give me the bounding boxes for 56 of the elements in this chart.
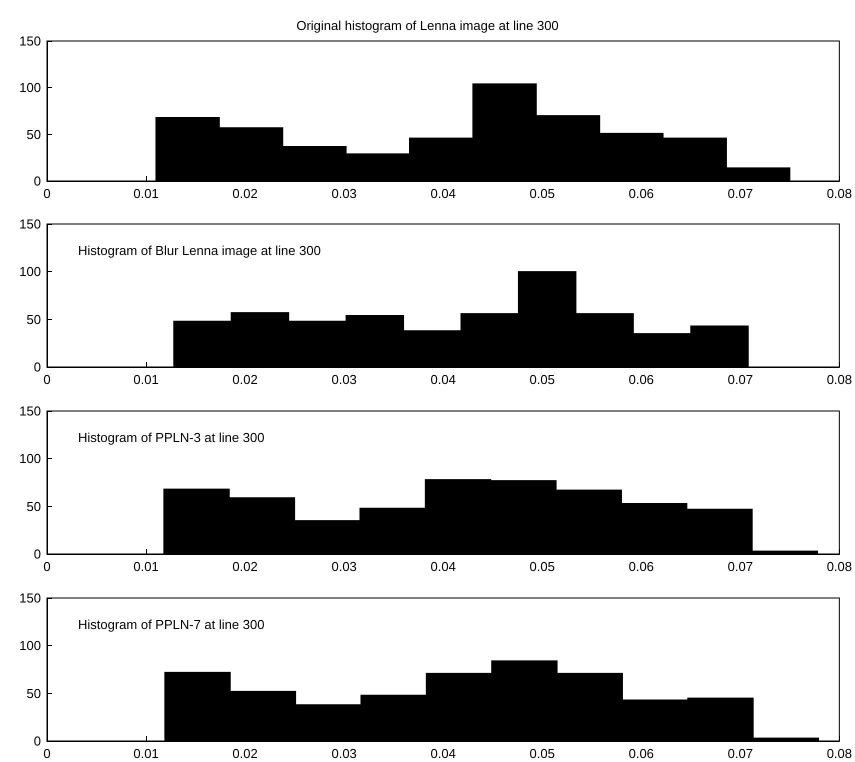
x-tick-label: 0.06 [628,372,654,387]
x-tick-label: 0.04 [430,186,456,201]
y-tick-label: 50 [26,498,41,514]
x-tick-label: 0 [43,372,51,387]
x-tick-label: 0.06 [628,186,654,201]
x-tick-label: 0.08 [826,746,852,761]
y-tick-label: 100 [19,264,41,280]
x-tick-label: 0.01 [133,746,159,761]
x-tick-label: 0.01 [133,559,159,574]
y-tick-label: 150 [19,34,41,48]
x-tick-label: 0.01 [133,372,159,387]
x-tick-label: 0.01 [133,186,159,201]
x-tick-label: 0.02 [232,746,258,761]
x-tick-label: 0.03 [331,186,357,201]
y-tick-label: 150 [19,590,41,606]
x-tick-label: 0.05 [530,372,555,387]
x-tick-label: 0.08 [826,186,852,201]
x-tick-label: 0.04 [430,372,456,387]
y-tick-label: 100 [19,451,41,466]
y-tick-label: 100 [19,80,41,96]
x-tick-label: 0.03 [331,372,357,387]
x-tick-label: 0.08 [826,559,852,574]
y-tick-label: 0 [34,360,41,374]
x-tick-label: 0.07 [728,746,753,761]
x-tick-label: 0.02 [232,372,258,387]
chart-title: Original histogram of Lenna image at line 300 [296,18,559,33]
x-tick-label: 0.03 [331,746,357,761]
x-tick-label: 0.06 [628,746,654,761]
y-tick-label: 0 [34,174,41,188]
x-tick-label: 0.05 [530,559,555,574]
x-tick-label: 0.03 [331,559,357,574]
x-tick-label: 0.05 [530,746,555,761]
x-tick-label: 0 [43,186,51,201]
y-tick-label: 50 [26,686,41,701]
x-tick-label: 0.07 [728,559,753,574]
y-tick-label: 150 [19,404,41,418]
y-tick-label: 0 [34,546,41,562]
x-tick-label: 0.04 [430,559,456,574]
annotation: Histogram of PPLN-7 at line 300 [78,617,264,632]
annotation: Histogram of PPLN-3 at line 300 [78,430,264,445]
y-tick-label: 150 [19,216,41,232]
x-tick-label: 0.07 [728,186,753,201]
x-tick-label: 0.06 [628,559,654,574]
x-tick-label: 0 [43,746,51,761]
y-tick-label: 0 [34,734,41,748]
x-tick-label: 0 [43,559,51,574]
annotation: Histogram of Blur Lenna image at line 300 [78,243,321,258]
x-tick-label: 0.05 [530,186,555,201]
x-tick-label: 0.08 [826,372,852,387]
y-tick-label: 50 [26,126,41,142]
y-tick-label: 100 [19,638,41,654]
y-tick-label: 50 [26,312,41,327]
x-tick-label: 0.02 [232,559,258,574]
x-tick-label: 0.04 [430,746,456,761]
x-tick-label: 0.02 [232,186,258,201]
x-tick-label: 0.07 [728,372,753,387]
